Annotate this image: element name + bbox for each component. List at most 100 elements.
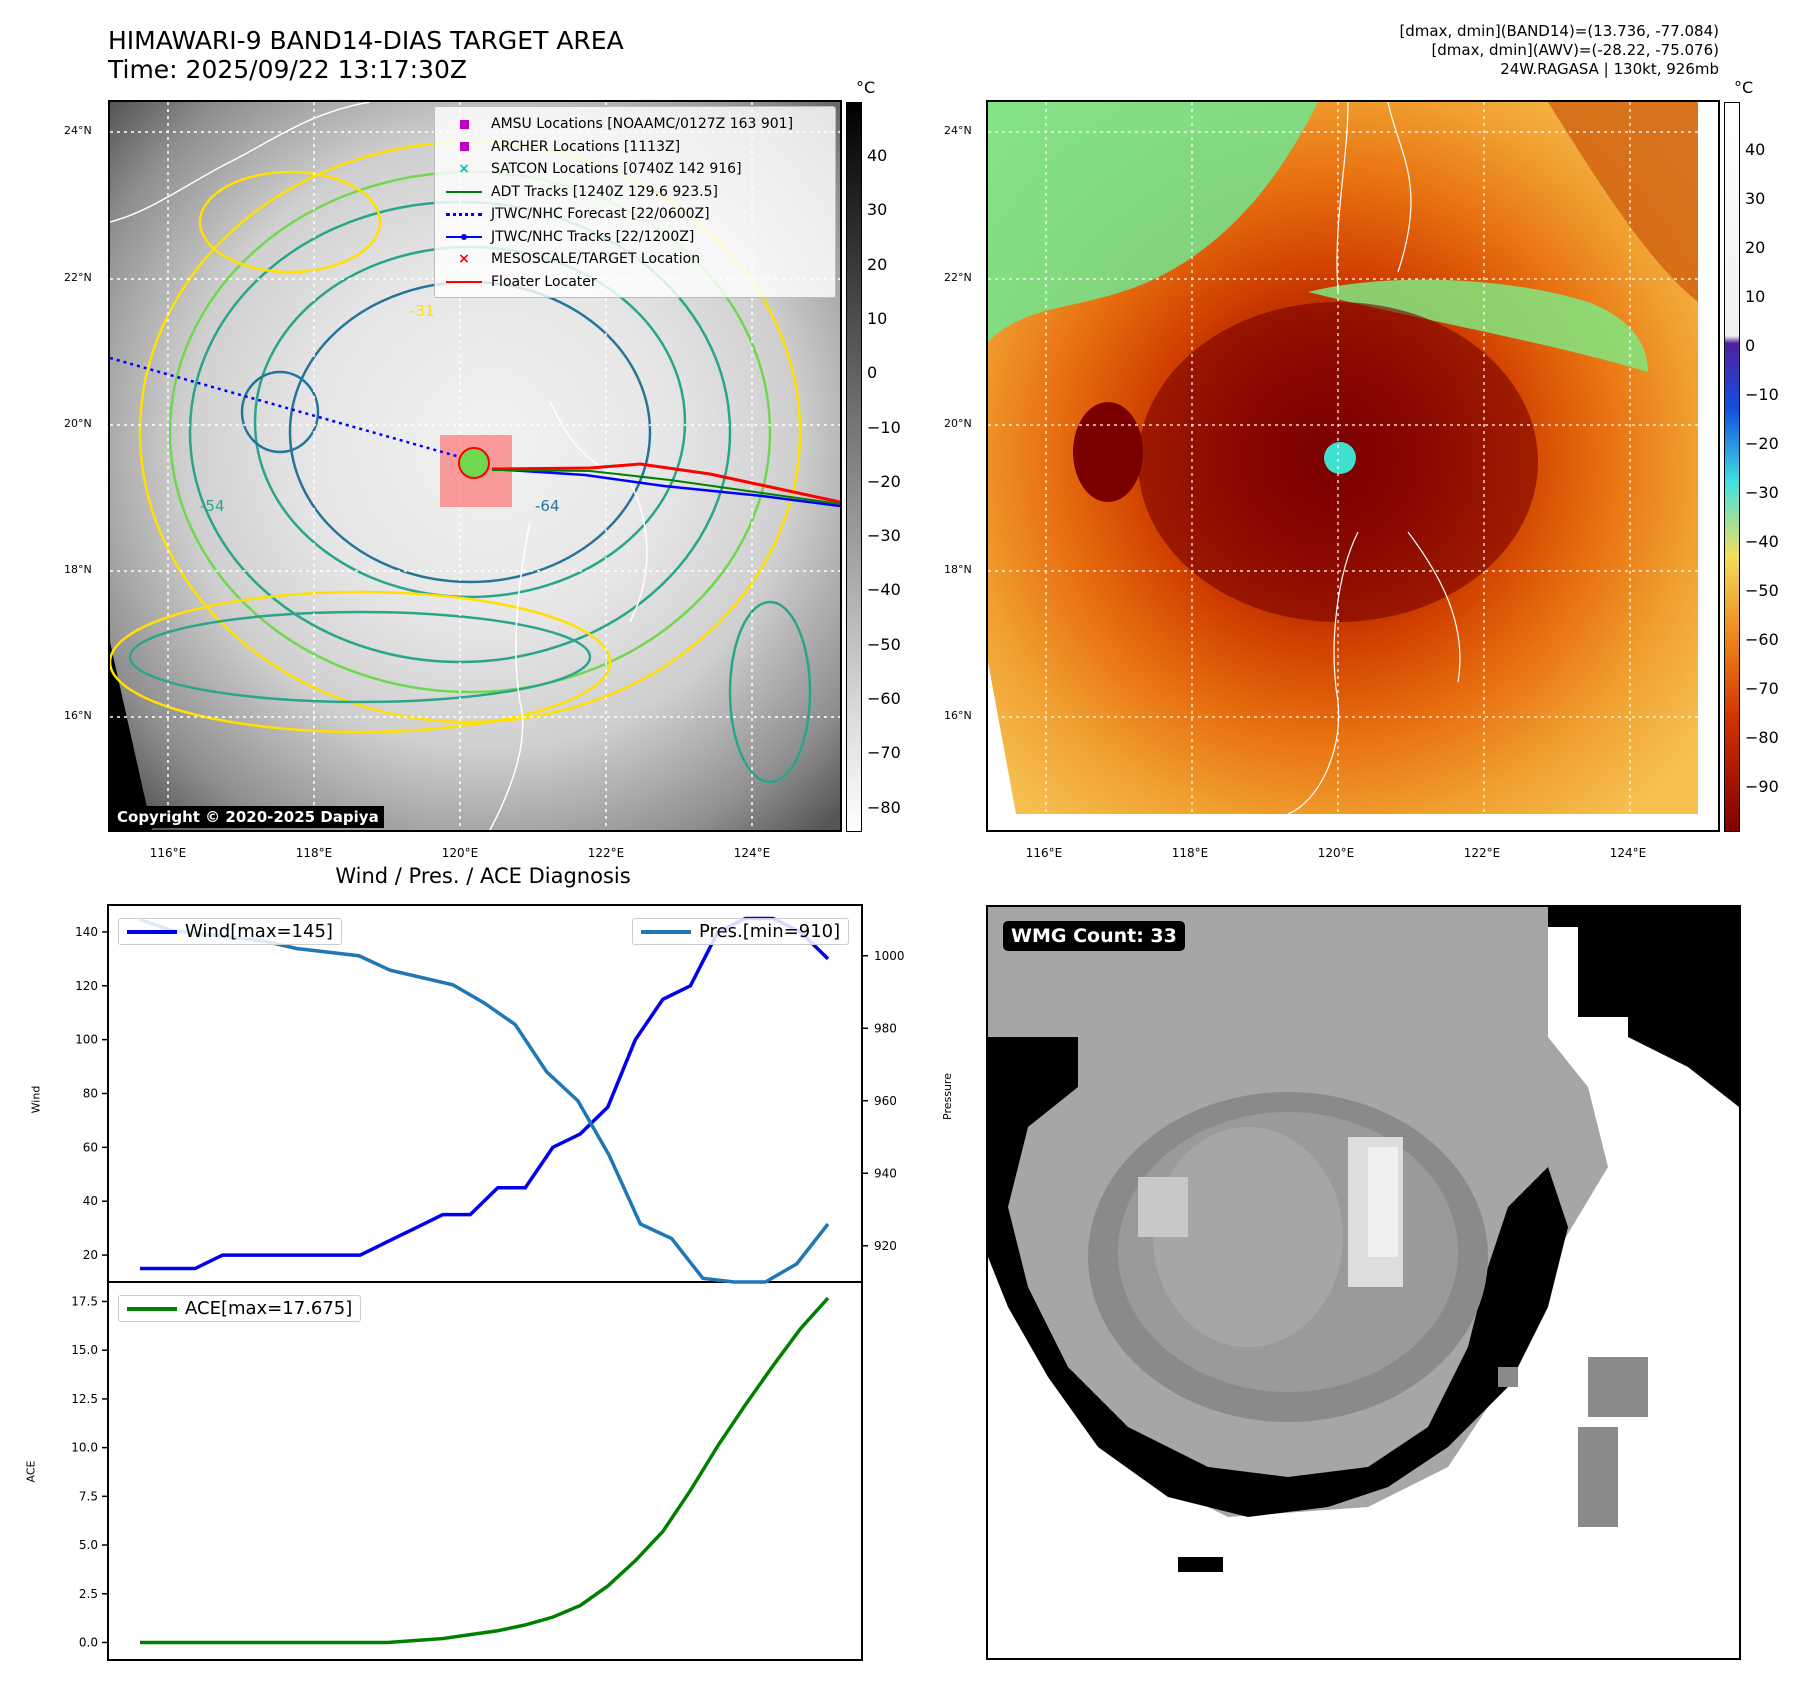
colorbar-tick: −90 — [1745, 777, 1779, 796]
colorbar-tick: −30 — [1745, 483, 1779, 502]
right-lat-16: 16°N — [944, 709, 972, 722]
colorbar-tick: −70 — [867, 743, 901, 763]
colorbar-tick: 30 — [1745, 189, 1766, 208]
wind-tick-label: 60 — [83, 1140, 98, 1154]
storm-info-text: 24W.RAGASA | 130kt, 926mb — [1500, 60, 1719, 78]
colorbar-tick: −20 — [1745, 434, 1779, 453]
legend-amsu: AMSU Locations [NOAAMC/0127Z 163 901] — [443, 113, 827, 136]
ace-frame — [107, 1281, 863, 1661]
colorbar-tick: −10 — [867, 417, 901, 437]
legend-mesoscale: × MESOSCALE/TARGET Location — [458, 251, 701, 267]
right-lon-118: 118°E — [1171, 846, 1209, 860]
right-lat-22: 22°N — [944, 271, 972, 284]
ace-tick-label: 5.0 — [79, 1538, 98, 1552]
wmg-image — [988, 907, 1739, 1572]
colorbar-tick: 40 — [1745, 140, 1766, 159]
legend-jtwc-forecast: JTWC/NHC Forecast [22/0600Z] — [443, 203, 827, 226]
diagnosis-title: Wind / Pres. / ACE Diagnosis — [335, 864, 631, 888]
contour-label-54: -54 — [200, 497, 225, 515]
wind-tick-label: 120 — [75, 979, 98, 993]
awv-range-text: [dmax, dmin](AWV)=(-28.22, -75.076) — [1431, 41, 1719, 59]
legend-jtwc-tracks: JTWC/NHC Tracks [22/1200Z] — [443, 226, 827, 249]
colorbar-tick: −80 — [1745, 728, 1779, 747]
right-colorbar — [1724, 102, 1740, 832]
colorbar-tick: 0 — [867, 363, 878, 383]
colorbar-tick: 0 — [1745, 336, 1756, 355]
wind-tick-label: 80 — [83, 1087, 98, 1101]
wind-pres-frame — [107, 904, 863, 1283]
ace-tick-label: 7.5 — [79, 1489, 98, 1503]
colorbar-tick: 10 — [867, 308, 888, 328]
left-lat-16: 16°N — [64, 709, 92, 722]
colorbar-tick: −80 — [867, 797, 901, 817]
left-lon-118: 118°E — [295, 846, 333, 860]
colorbar-tick: 20 — [867, 254, 888, 274]
colorbar-tick: 20 — [1745, 238, 1766, 257]
colorbar-tick: −10 — [1745, 385, 1779, 404]
ace-tick-label: 0.0 — [79, 1635, 98, 1649]
wind-legend: Wind[max=145] — [118, 918, 342, 945]
wind-tick-label: 100 — [75, 1033, 98, 1047]
left-colorbar-unit: °C — [856, 78, 876, 97]
ace-tick-label: 15.0 — [71, 1343, 98, 1357]
colorbar-tick: −20 — [867, 471, 901, 491]
left-lat-18: 18°N — [64, 563, 92, 576]
left-lon-124: 124°E — [733, 846, 771, 860]
pressure-legend: Pres.[min=910] — [632, 918, 850, 945]
map-legend: AMSU Locations [NOAAMC/0127Z 163 901] AR… — [434, 106, 836, 298]
left-lat-22: 22°N — [64, 271, 92, 284]
colorbar-tick: −60 — [867, 689, 901, 708]
pressure-tick-label: 960 — [874, 1094, 897, 1108]
ace-tick-label: 17.5 — [71, 1294, 98, 1308]
wind-tick-label: 140 — [75, 925, 98, 939]
legend-adt: ADT Tracks [1240Z 129.6 923.5] — [443, 181, 827, 204]
ace-series-line — [140, 1296, 830, 1645]
colorbar-tick: −70 — [1745, 679, 1779, 698]
right-lon-122: 122°E — [1463, 846, 1501, 860]
contour-label-31: -31 — [410, 302, 435, 320]
figure-title: HIMAWARI-9 BAND14-DIAS TARGET AREA Time:… — [108, 26, 624, 84]
wind-series-line — [140, 916, 830, 1271]
left-lon-120: 120°E — [441, 846, 479, 860]
awv-map-panel — [986, 100, 1720, 832]
wmg-count-badge: WMG Count: 33 — [1003, 921, 1185, 951]
left-lat-24: 24°N — [64, 124, 92, 137]
colorbar-tick: 10 — [1745, 287, 1766, 306]
wmg-panel — [986, 905, 1741, 1660]
copyright-label: Copyright © 2020-2025 Dapiya — [112, 806, 384, 828]
right-lat-20: 20°N — [944, 417, 972, 430]
band14-map-panel: AMSU Locations [NOAAMC/0127Z 163 901] AR… — [108, 100, 842, 832]
right-lon-124: 124°E — [1609, 846, 1647, 860]
pressure-series-line — [139, 917, 830, 1284]
left-lon-122: 122°E — [587, 846, 625, 860]
legend-satcon: × SATCON Locations [0740Z 142 916] — [458, 161, 742, 177]
awv-map-image — [988, 102, 1718, 830]
contour-label-64: -64 — [535, 497, 560, 515]
ace-tick-label: 12.5 — [71, 1392, 98, 1406]
wind-tick-label: 20 — [83, 1248, 98, 1262]
wind-tick-label: 40 — [83, 1194, 98, 1208]
pressure-tick-label: 920 — [874, 1239, 897, 1253]
colorbar-tick: −30 — [867, 526, 901, 546]
right-lat-24: 24°N — [944, 124, 972, 137]
colorbar-tick: −40 — [1745, 532, 1779, 551]
left-lat-20: 20°N — [64, 417, 92, 430]
colorbar-tick: −50 — [1745, 581, 1779, 600]
ace-tick-label: 2.5 — [79, 1587, 98, 1601]
left-colorbar — [846, 102, 862, 832]
pressure-tick-label: 980 — [874, 1021, 897, 1035]
ace-legend: ACE[max=17.675] — [118, 1295, 362, 1322]
colorbar-tick: −60 — [1745, 630, 1779, 649]
legend-floater: Floater Locater — [443, 271, 827, 294]
right-lon-120: 120°E — [1317, 846, 1355, 860]
right-lon-116: 116°E — [1025, 846, 1063, 860]
colorbar-tick: −40 — [867, 580, 901, 600]
colorbar-tick: 40 — [867, 146, 888, 165]
right-lat-18: 18°N — [944, 563, 972, 576]
pressure-tick-label: 1000 — [874, 949, 905, 963]
legend-archer: ARCHER Locations [1113Z] — [443, 136, 827, 159]
right-colorbar-unit: °C — [1734, 78, 1754, 97]
diagnosis-chart: 140 120 100 80 60 40 20 1000 980 960 940 920 17.5 15.… — [71, 904, 905, 1661]
left-lon-116: 116°E — [149, 846, 187, 860]
colorbar-tick: −50 — [867, 634, 901, 654]
